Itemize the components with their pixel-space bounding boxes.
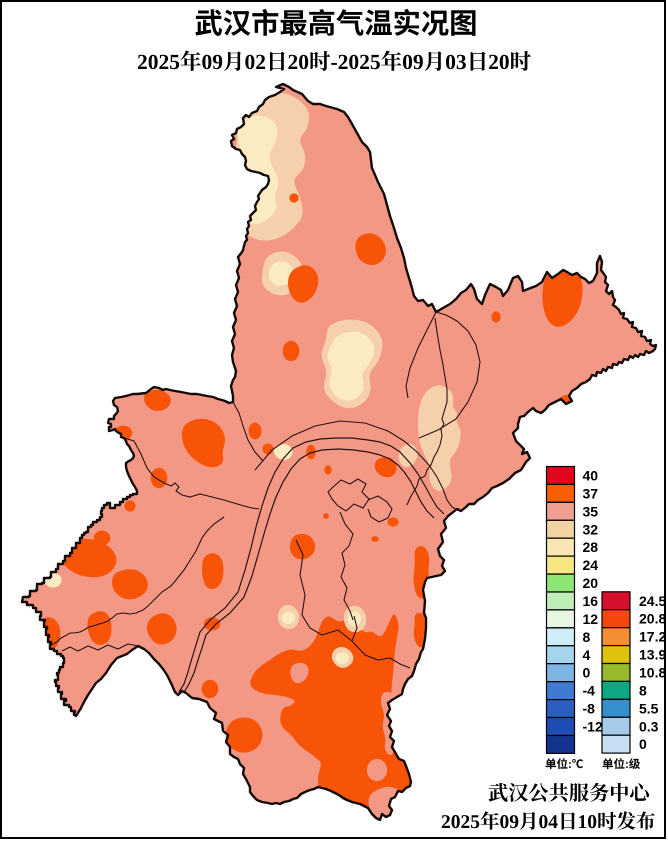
- svg-text:17.2: 17.2: [639, 629, 666, 645]
- svg-text:20.8: 20.8: [639, 611, 666, 627]
- svg-text:0: 0: [583, 665, 591, 681]
- svg-text:12: 12: [583, 611, 599, 627]
- svg-text:4: 4: [583, 647, 591, 663]
- svg-text:16: 16: [583, 593, 599, 609]
- svg-text:24: 24: [583, 557, 599, 573]
- svg-text:8: 8: [583, 629, 591, 645]
- svg-text:24.5: 24.5: [639, 593, 666, 609]
- svg-text:20: 20: [583, 575, 599, 591]
- svg-text:8: 8: [639, 682, 647, 698]
- svg-text:-8: -8: [583, 701, 596, 717]
- svg-text:10.8: 10.8: [639, 665, 666, 681]
- svg-text:-4: -4: [583, 683, 596, 699]
- svg-text:0: 0: [639, 736, 647, 752]
- svg-text:5.5: 5.5: [639, 700, 659, 716]
- svg-text:35: 35: [583, 503, 599, 519]
- svg-text:-12: -12: [583, 719, 603, 735]
- svg-text:13.9: 13.9: [639, 647, 666, 663]
- svg-text:28: 28: [583, 539, 599, 555]
- svg-text:0.3: 0.3: [639, 718, 659, 734]
- svg-text:37: 37: [583, 485, 599, 501]
- svg-text:40: 40: [583, 468, 599, 484]
- svg-text:32: 32: [583, 521, 599, 537]
